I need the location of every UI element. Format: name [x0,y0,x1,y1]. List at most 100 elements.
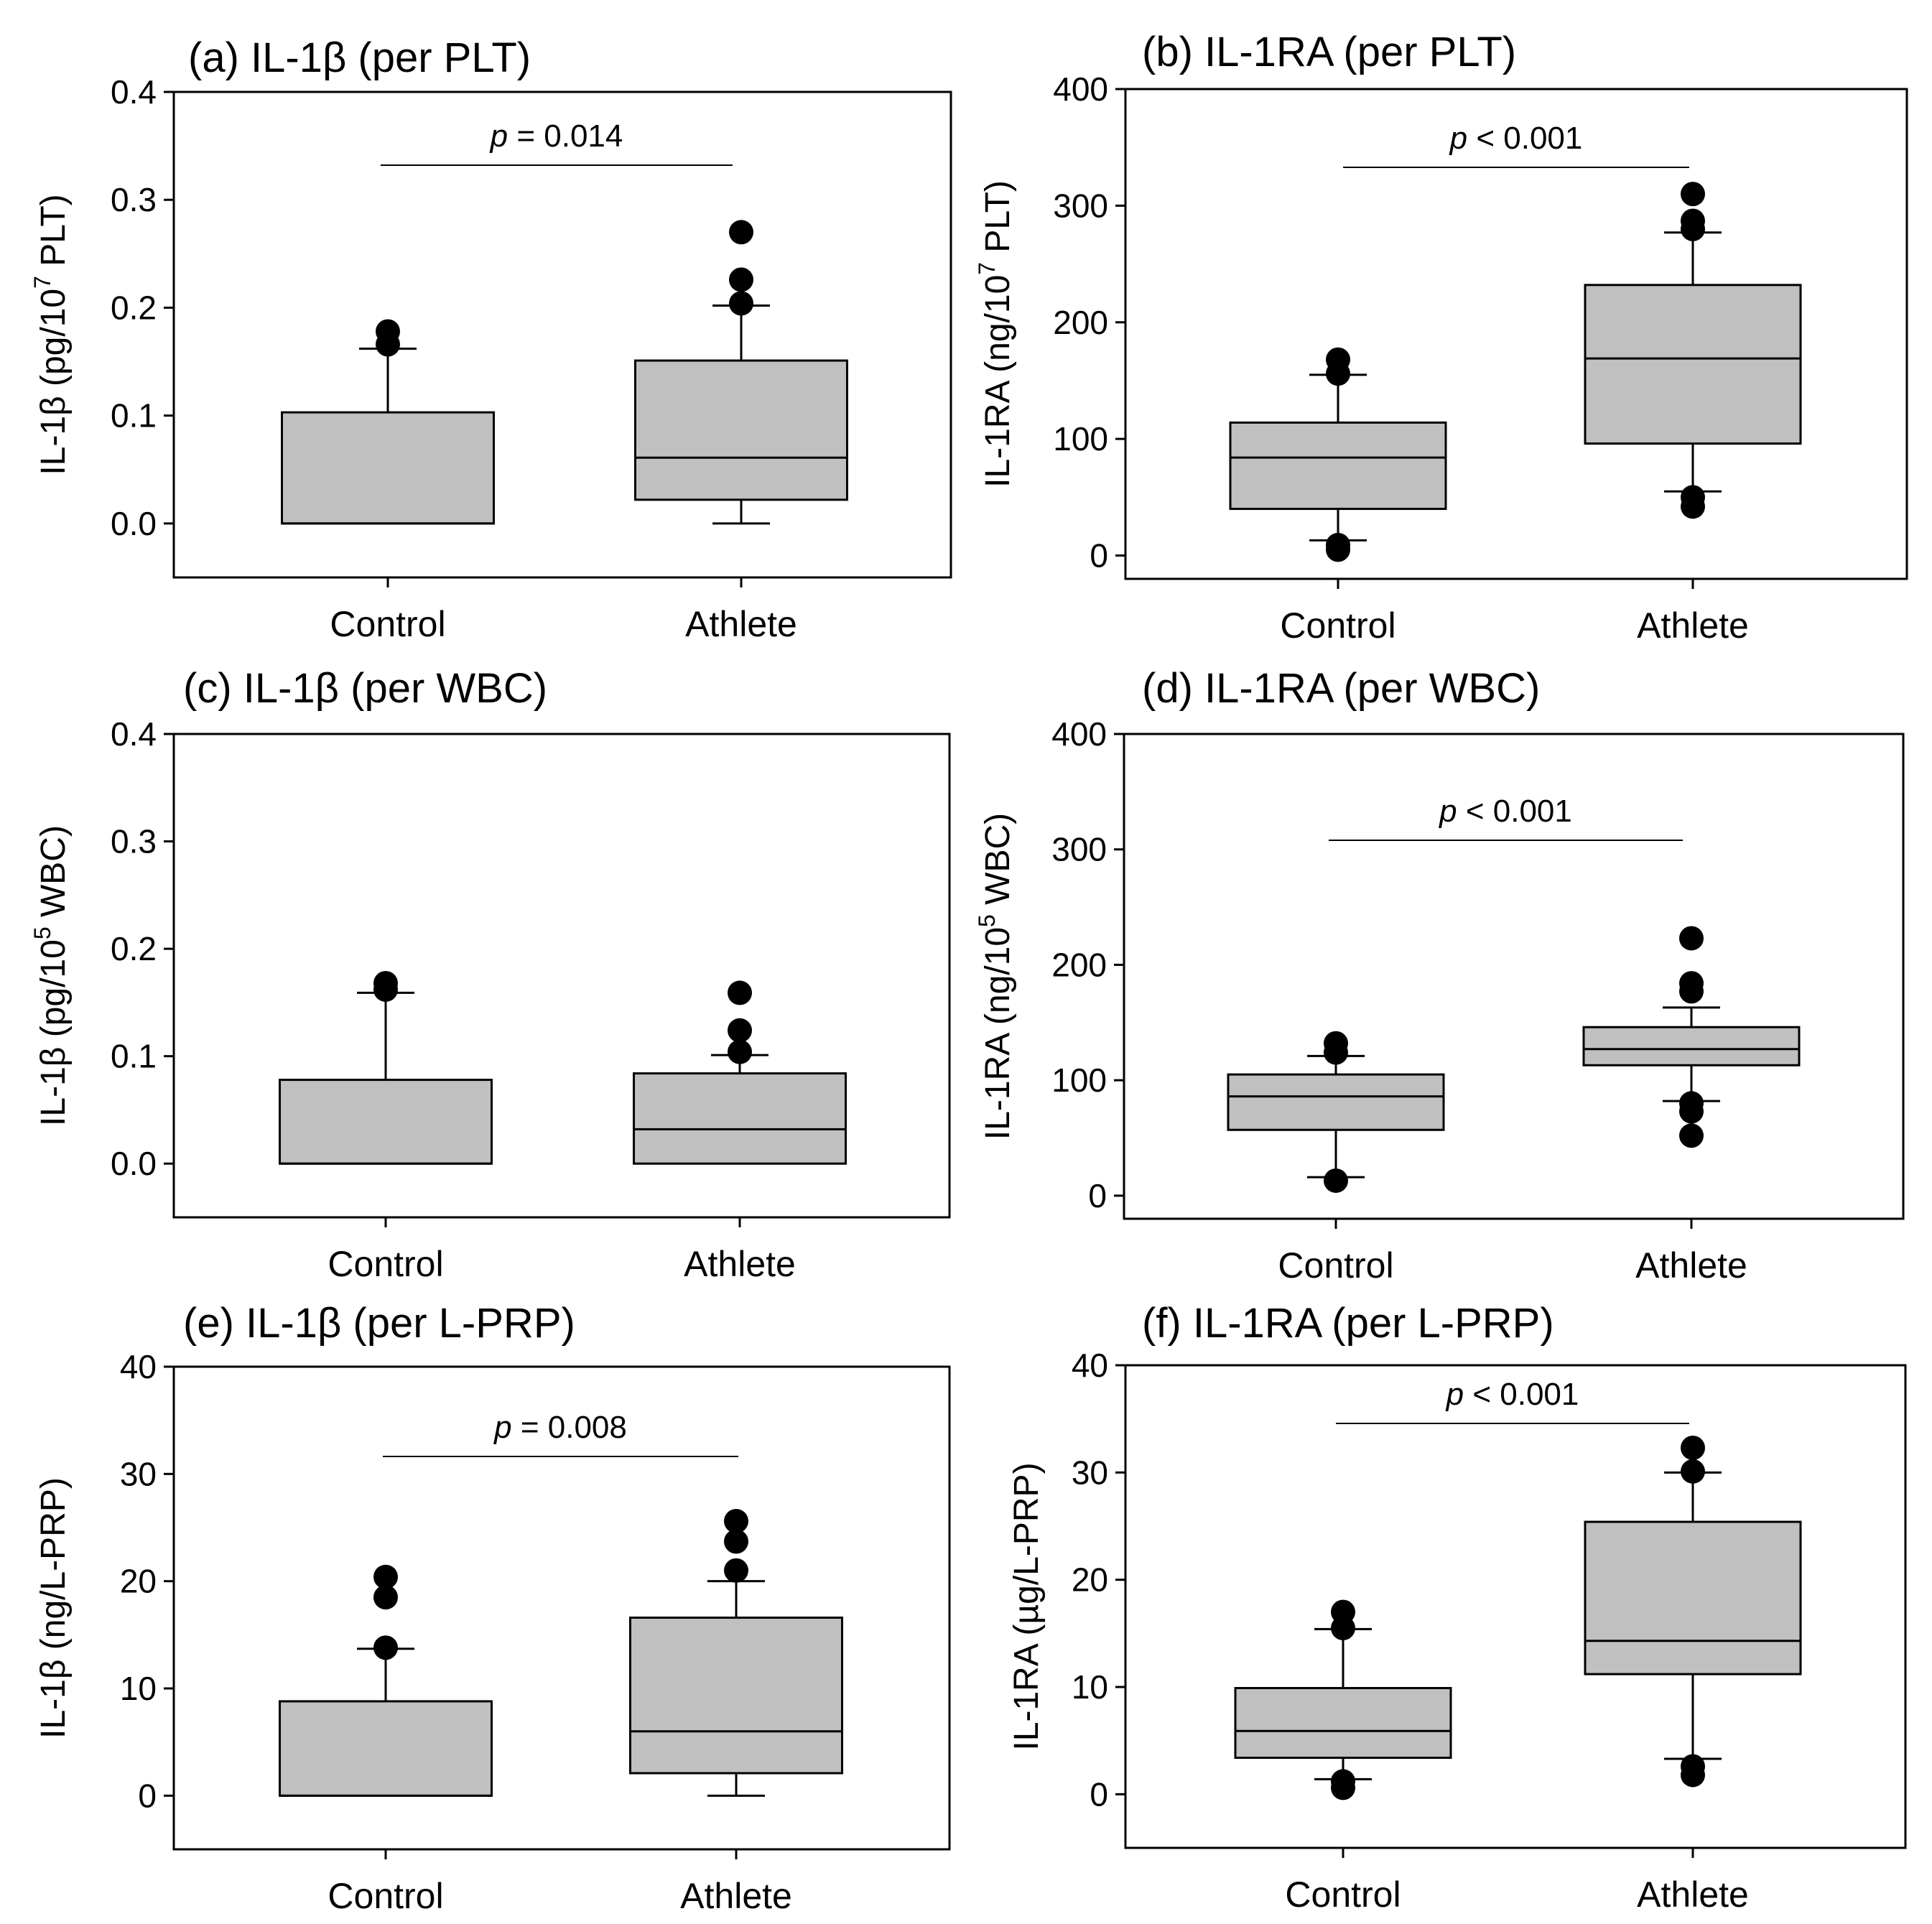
box-iqr [1229,421,1447,511]
y-tick-label: 400 [1051,715,1107,753]
y-tick-label: 0.0 [111,1145,157,1182]
x-category-label-control: Control [330,604,445,644]
outlier-point [1324,1168,1348,1193]
y-tick-label: 0.2 [111,930,157,967]
y-tick-label: 40 [1072,1347,1108,1384]
box-control [279,1564,493,1797]
y-tick-label: 20 [120,1563,157,1600]
panel-f: (f) IL-1RA (per L-PRP) 0 10 20 30 40 IL-1RA (µ… [1008,1300,1907,1915]
y-tick-label: 0.2 [111,289,157,326]
outlier-point [373,1635,398,1660]
outlier-point [1681,1754,1705,1779]
y-tick-label: 0 [1088,1177,1107,1214]
x-category-label-athlete: Athlete [680,1876,792,1916]
y-axis-label: IL-1RA (µg/L-PRP) [1008,1462,1046,1750]
panel-title: (b) IL-1RA (per PLT) [1142,29,1516,75]
outlier-point [1681,208,1705,233]
y-tick-label: 200 [1053,304,1108,341]
panel-e: (e) IL-1β (per L-PRP) 0 10 20 30 40 IL-1β (ng/… [34,1300,951,1916]
outlier-point [1679,1091,1704,1116]
outlier-point [728,1039,752,1064]
box-iqr [281,411,495,525]
outlier-point [724,1558,748,1583]
plot-frame [1124,1364,1907,1849]
box-iqr [634,359,848,501]
y-tick-label: 300 [1051,831,1107,868]
outlier-point [1331,1769,1355,1794]
y-tick-label: 400 [1053,70,1108,108]
panel-title: (f) IL-1RA (per L-PRP) [1142,1300,1554,1347]
p-value-label: p < 0.001 [1438,794,1572,829]
y-axis-label: IL-1β (pg/105 WBC) [29,825,73,1126]
panel-title: (c) IL-1β (per WBC) [183,665,547,712]
box-iqr [1584,284,1802,445]
outlier-point [1679,1123,1704,1148]
outlier-point [724,1509,748,1534]
y-tick-label: 0.4 [111,715,157,753]
plot-frame [1123,733,1905,1220]
y-tick-label: 20 [1072,1561,1108,1599]
plot-frame [1124,88,1908,580]
y-tick-label: 0.1 [111,1038,157,1075]
outlier-point [1681,1435,1705,1460]
x-category-label-athlete: Athlete [1637,605,1749,646]
box-control [1227,1031,1445,1193]
plot-frame [172,733,951,1219]
y-tick-label: 0.0 [111,505,157,542]
plot-frame [172,90,952,579]
x-category-label-control: Control [328,1876,443,1916]
x-category-label-control: Control [328,1244,443,1284]
y-axis-label: IL-1β (pg/107 PLT) [29,194,73,475]
x-category-label-athlete: Athlete [685,604,797,644]
y-axis-label: IL-1RA (ng/107 PLT) [974,180,1017,488]
box-iqr [629,1616,843,1775]
box-athlete [1584,1435,1802,1788]
p-value-label: p = 0.014 [489,118,623,154]
outlier-point [1681,485,1705,510]
box-control [279,970,493,1165]
outlier-point [728,980,752,1005]
box-iqr [279,1079,493,1165]
box-athlete [1584,182,1802,519]
box-iqr [633,1072,847,1165]
outlier-point [1681,1459,1705,1484]
y-tick-label: 0.4 [111,73,157,111]
panel-d: (d) IL-1RA (per WBC) 0 100 200 300 400 IL-1RA … [974,665,1905,1286]
box-athlete [1582,926,1801,1148]
y-tick-label: 30 [120,1455,157,1492]
y-tick-label: 0 [1090,1775,1108,1813]
outlier-point [729,220,753,245]
y-tick-label: 40 [120,1348,157,1385]
outlier-point [729,291,753,316]
box-iqr [1234,1686,1452,1760]
y-tick-label: 300 [1053,187,1108,224]
panel-a: (a) IL-1β (per PLT) 0.0 0.1 0.2 0.3 0.4 IL-1β … [29,34,952,644]
x-category-label-athlete: Athlete [684,1244,796,1284]
box-athlete [629,1509,843,1797]
y-tick-label: 0.3 [111,181,157,218]
outlier-point [1331,1599,1355,1625]
outlier-point [373,1585,398,1610]
panel-c: (c) IL-1β (per WBC) 0.0 0.1 0.2 0.3 0.4 IL-1β … [29,665,951,1284]
y-tick-label: 200 [1051,946,1107,983]
y-tick-label: 0 [138,1777,157,1814]
x-category-label-athlete: Athlete [1635,1245,1747,1286]
box-control [281,319,495,525]
panel-b: (b) IL-1RA (per PLT) 0 100 200 300 400 IL-1RA … [974,29,1908,646]
y-tick-label: 0.3 [111,823,157,860]
y-axis-label: IL-1β (ng/L-PRP) [34,1477,73,1739]
box-athlete [634,220,848,525]
x-category-label-control: Control [1285,1874,1401,1915]
panel-title: (e) IL-1β (per L-PRP) [183,1300,575,1347]
box-iqr [279,1700,493,1797]
outlier-point [376,319,400,344]
y-tick-label: 0.1 [111,397,157,434]
y-tick-label: 10 [120,1670,157,1707]
box-iqr [1227,1073,1445,1131]
outlier-point [728,1018,752,1043]
outlier-point [373,1564,398,1589]
outlier-point [1326,532,1350,557]
plot-frame [172,1365,951,1851]
outlier-point [1679,926,1704,951]
